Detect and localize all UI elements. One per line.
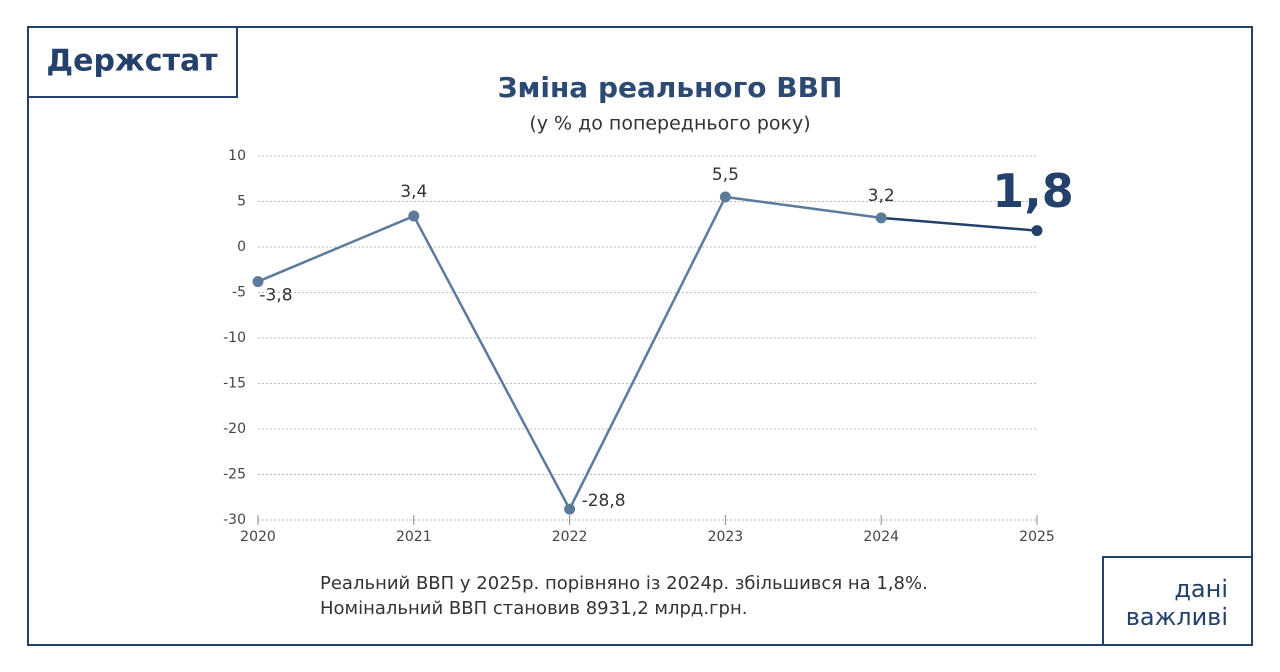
data-label: 3,4 [400, 182, 427, 202]
point [252, 276, 264, 288]
point [875, 212, 887, 224]
x-tick-label: 2022 [552, 529, 588, 545]
point [564, 503, 576, 515]
y-tick-label: -25 [223, 467, 246, 483]
corner-text: дані [1174, 575, 1228, 603]
point [1031, 225, 1043, 237]
y-tick-label: 0 [237, 239, 246, 255]
note: Реальний ВВП у 2025р. порівняно із 2024р… [320, 573, 928, 594]
point [719, 191, 731, 203]
data-label: -3,8 [259, 286, 292, 306]
x-tick-label: 2023 [708, 529, 744, 545]
data-label: 1,8 [992, 164, 1074, 218]
chart-subtitle: (у % до попереднього року) [529, 113, 810, 135]
corner-text: важливі [1126, 603, 1228, 631]
y-tick-label: -30 [223, 512, 246, 528]
y-tick-label: -15 [223, 376, 246, 392]
note: Номінальний ВВП становив 8931,2 млрд.грн… [320, 598, 747, 619]
x-tick-label: 2024 [863, 529, 899, 545]
brand: Держстат [46, 44, 218, 79]
x-tick-label: 2021 [396, 529, 432, 545]
y-tick-label: 5 [237, 194, 246, 210]
brand-box [27, 26, 238, 98]
x-tick-label: 2020 [240, 529, 276, 545]
x-tick-label: 2025 [1019, 529, 1055, 545]
line [257, 195, 882, 512]
chart-title: Зміна реального ВВП [498, 71, 843, 104]
y-tick-label: -5 [232, 285, 246, 301]
frame [27, 26, 1253, 646]
y-tick-label: 10 [228, 148, 246, 164]
y-tick-label: -20 [223, 421, 246, 437]
data-label: -28,8 [582, 491, 626, 511]
y-tick-label: -10 [223, 330, 246, 346]
line [881, 216, 1038, 232]
point [408, 210, 420, 222]
data-label: 5,5 [712, 165, 739, 185]
data-label: 3,2 [868, 186, 895, 206]
corner-box [1102, 556, 1253, 646]
